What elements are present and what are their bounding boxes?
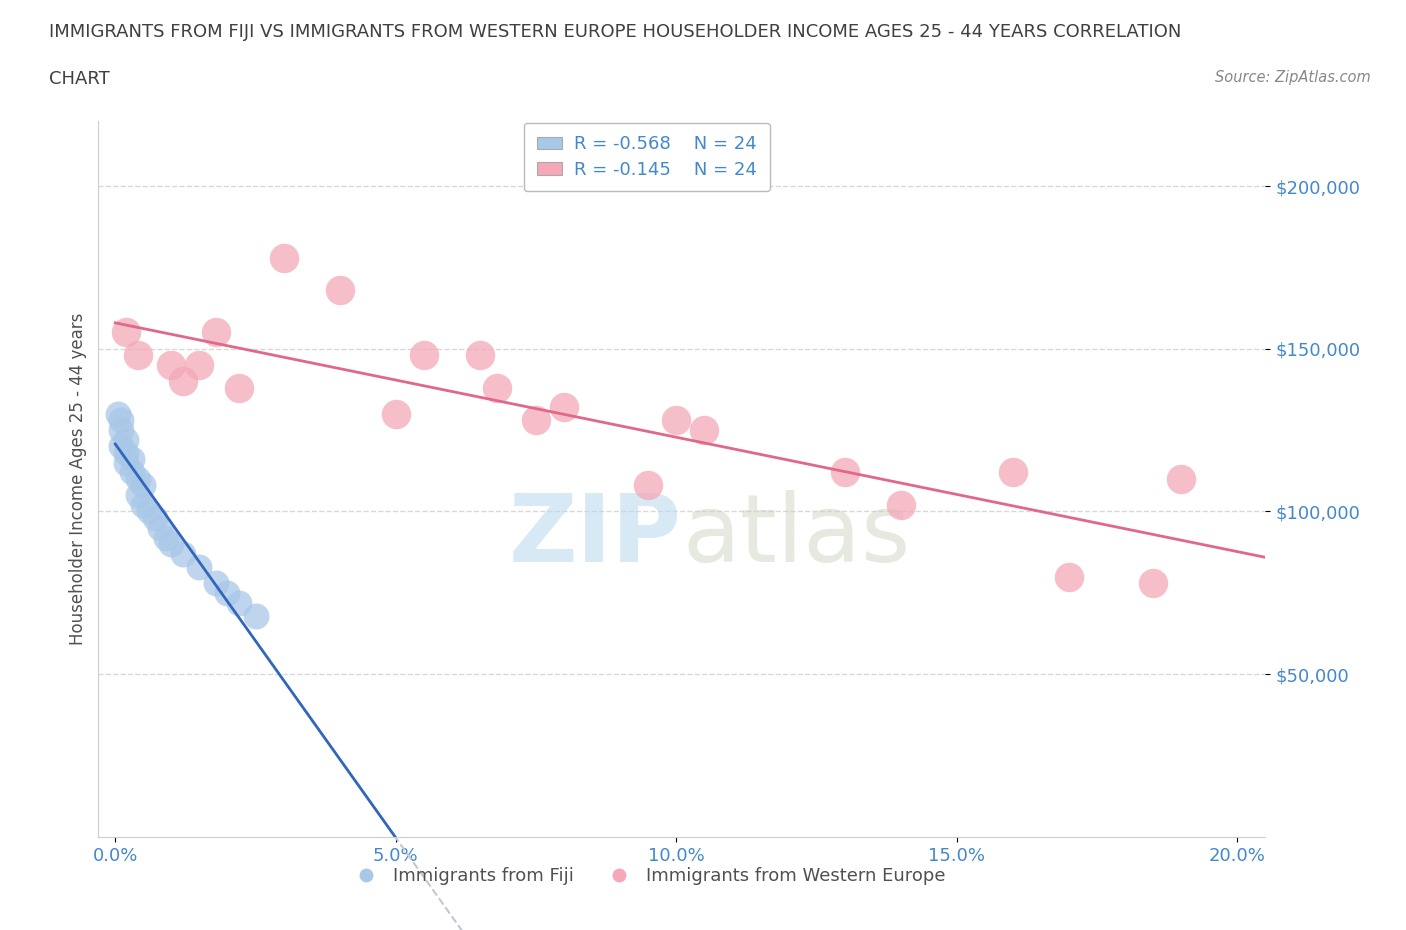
Point xyxy=(553,400,575,415)
Point xyxy=(115,326,138,340)
Point xyxy=(693,422,716,438)
Point xyxy=(155,530,177,545)
Point xyxy=(665,413,688,428)
Point xyxy=(160,537,183,551)
Point xyxy=(149,521,172,536)
Point xyxy=(160,358,183,373)
Point xyxy=(217,586,239,601)
Point xyxy=(188,560,211,575)
Point xyxy=(110,422,132,438)
Point xyxy=(115,445,138,460)
Point xyxy=(121,465,143,480)
Point xyxy=(132,498,155,512)
Point xyxy=(384,406,406,421)
Point xyxy=(205,326,228,340)
Point xyxy=(115,432,138,447)
Text: atlas: atlas xyxy=(682,490,910,582)
Point xyxy=(637,478,659,493)
Point xyxy=(273,250,295,265)
Point xyxy=(107,406,129,421)
Text: ZIP: ZIP xyxy=(509,490,682,582)
Point xyxy=(228,380,250,395)
Point xyxy=(890,498,912,512)
Point xyxy=(245,608,267,623)
Point xyxy=(412,348,434,363)
Point xyxy=(834,465,856,480)
Point xyxy=(1001,465,1024,480)
Point xyxy=(485,380,508,395)
Point xyxy=(127,348,149,363)
Point xyxy=(127,472,149,486)
Point xyxy=(132,478,155,493)
Point xyxy=(143,511,166,525)
Point xyxy=(329,283,352,298)
Point xyxy=(172,374,194,389)
Point xyxy=(1057,569,1080,584)
Point xyxy=(115,456,138,471)
Point xyxy=(110,413,132,428)
Point xyxy=(121,452,143,467)
Point xyxy=(172,547,194,562)
Point xyxy=(1142,576,1164,591)
Point xyxy=(138,504,160,519)
Point xyxy=(127,488,149,503)
Point xyxy=(524,413,547,428)
Legend: Immigrants from Fiji, Immigrants from Western Europe: Immigrants from Fiji, Immigrants from We… xyxy=(340,860,953,893)
Point xyxy=(228,595,250,610)
Text: IMMIGRANTS FROM FIJI VS IMMIGRANTS FROM WESTERN EUROPE HOUSEHOLDER INCOME AGES 2: IMMIGRANTS FROM FIJI VS IMMIGRANTS FROM … xyxy=(49,23,1181,41)
Point xyxy=(468,348,491,363)
Point xyxy=(1170,472,1192,486)
Point xyxy=(110,439,132,454)
Point xyxy=(205,576,228,591)
Y-axis label: Householder Income Ages 25 - 44 years: Householder Income Ages 25 - 44 years xyxy=(69,312,87,645)
Text: Source: ZipAtlas.com: Source: ZipAtlas.com xyxy=(1215,70,1371,85)
Point xyxy=(188,358,211,373)
Text: CHART: CHART xyxy=(49,70,110,87)
